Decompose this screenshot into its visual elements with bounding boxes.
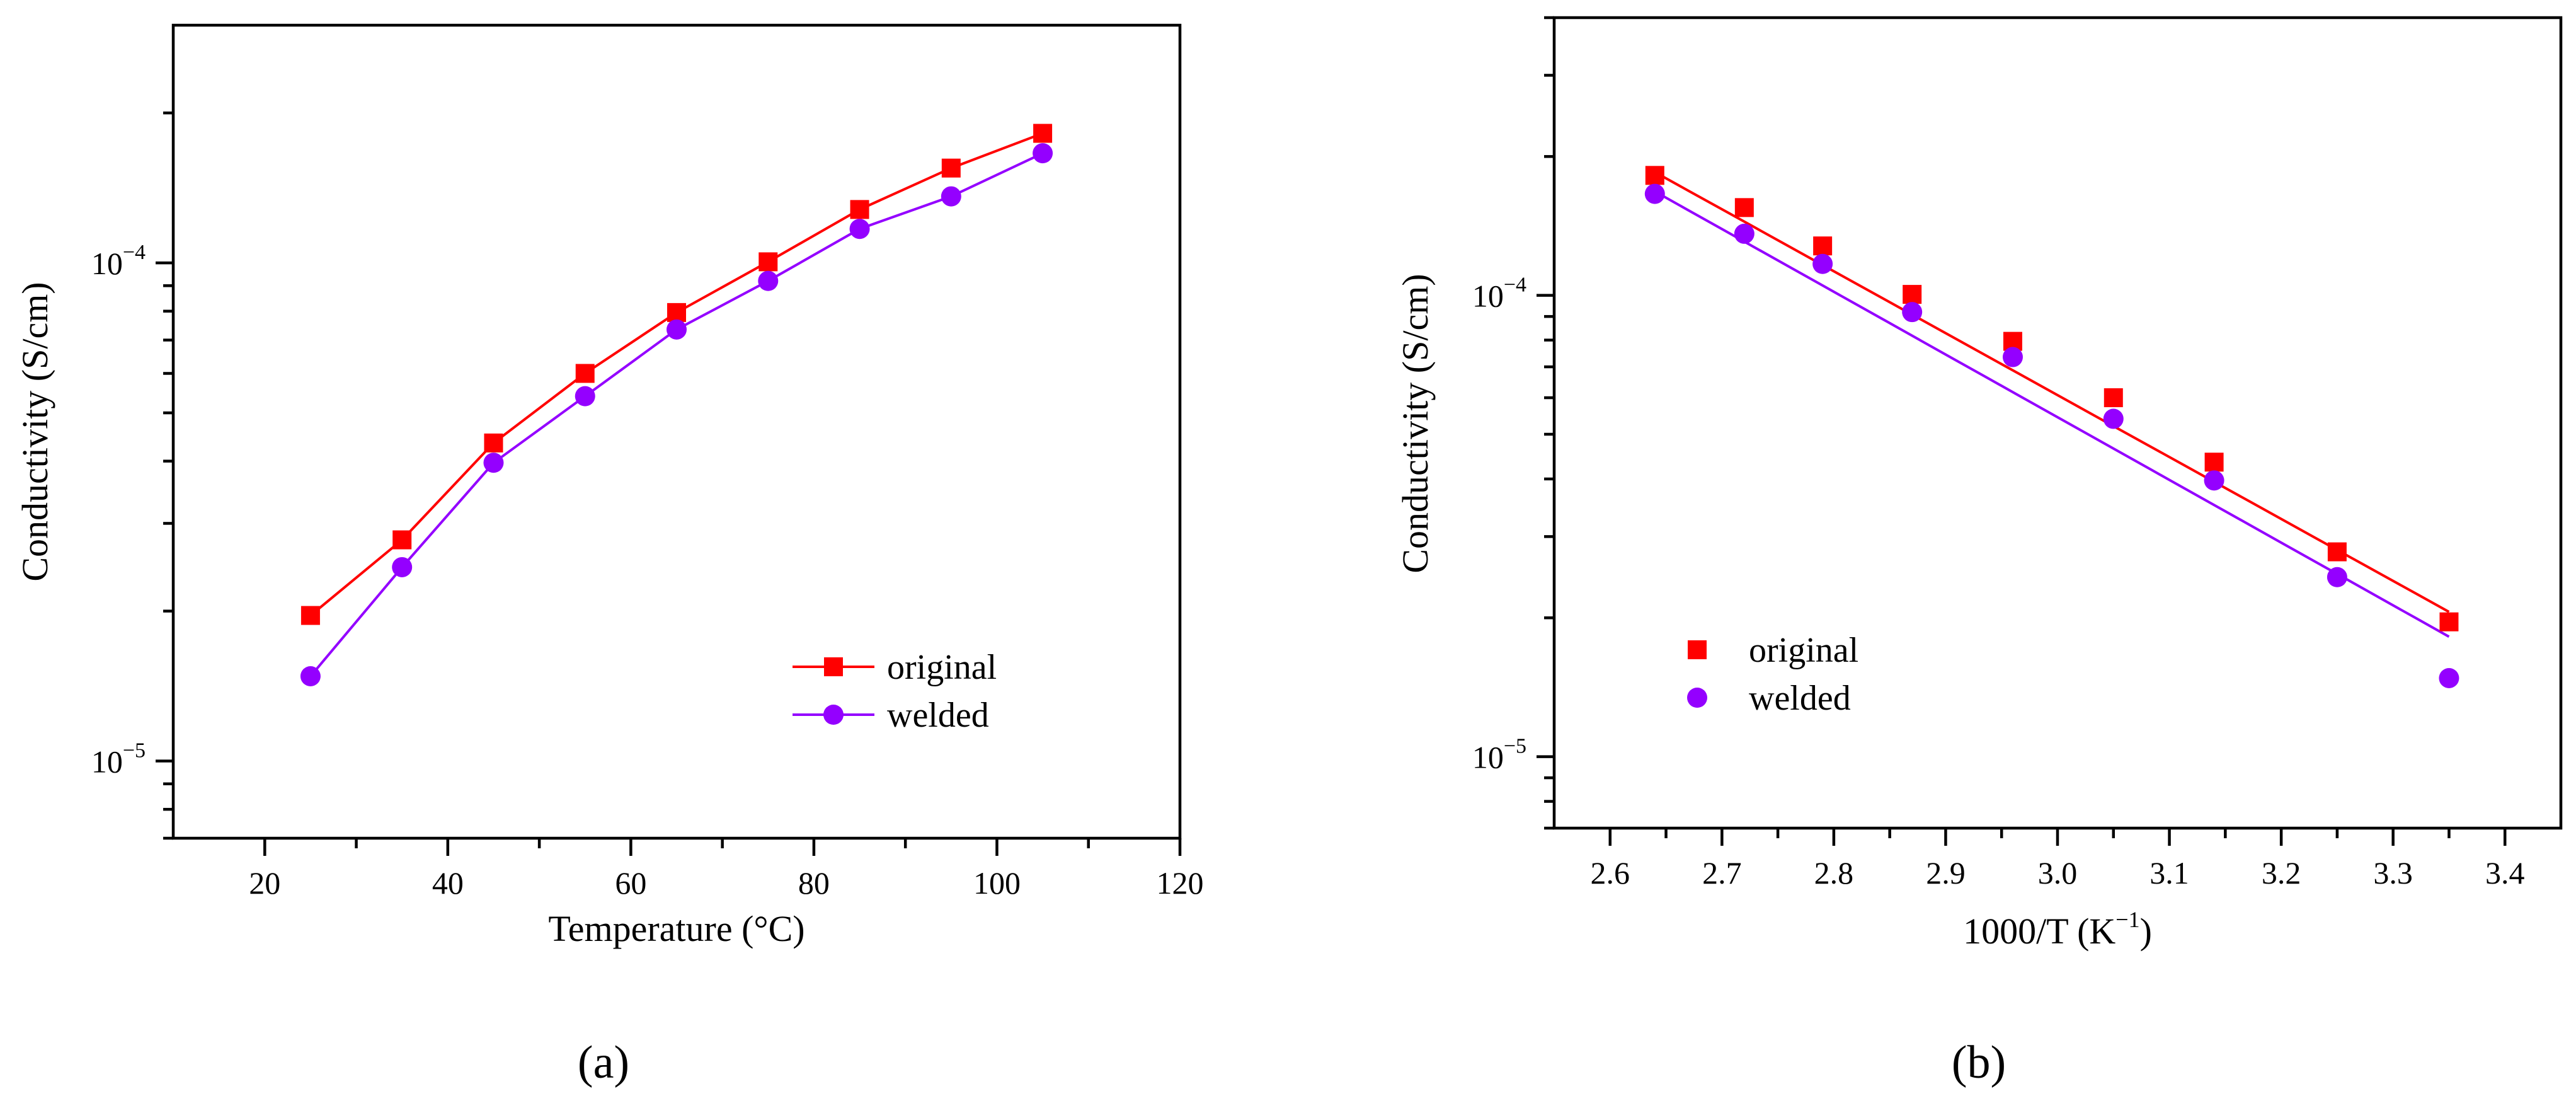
data-point-welded	[2204, 470, 2224, 491]
legend-marker-original-b	[1688, 640, 1707, 659]
data-point-original	[301, 606, 320, 625]
x-tick-label: 80	[798, 865, 830, 901]
panel-label-b: (b)	[1952, 1037, 2006, 1088]
x-axis-label-b-main: 1000/T (K	[1963, 911, 2115, 952]
data-point-original	[2327, 542, 2347, 562]
x-tick-label: 3.1	[2150, 855, 2189, 891]
y-tick-label-exponent: −5	[123, 739, 146, 763]
data-point-welded	[300, 666, 321, 686]
panel-b: 2.6 2.7 2.8 2.9 3.0 3.1 3.2 3.3 3.4 10−510−4 100…	[1395, 16, 2563, 1088]
panel-label-a: (a)	[578, 1037, 629, 1088]
data-point-welded	[2327, 567, 2347, 587]
legend-marker-original-a	[824, 657, 843, 676]
x-tick-label: 2.6	[1591, 855, 1630, 891]
x-tick-label: 120	[1157, 865, 1204, 901]
data-point-welded	[1033, 143, 1053, 164]
x-tick-label: 60	[615, 865, 646, 901]
data-point-welded	[667, 319, 687, 340]
fit-line	[1654, 190, 2450, 638]
y-tick-label: 10−5	[1472, 735, 1526, 775]
data-point-original	[758, 252, 778, 272]
y-tick-label-base: 10	[91, 246, 123, 281]
x-tick-label: 3.0	[2038, 855, 2078, 891]
x-axis-label-a: Temperature (°C)	[548, 908, 804, 949]
x-tick-label: 3.2	[2262, 855, 2301, 891]
data-point-original	[2104, 388, 2123, 408]
x-tick-label: 2.8	[1814, 855, 1854, 891]
data-point-original	[1645, 166, 1664, 185]
y-axis-label-a: Conductivity (S/cm)	[14, 282, 55, 581]
y-tick-label-base: 10	[1472, 279, 1504, 314]
data-point-original	[667, 303, 686, 322]
data-point-welded	[1812, 253, 1833, 274]
y-tick-label-exponent: −5	[1504, 735, 1526, 758]
y-tick-label: 10−4	[1472, 274, 1526, 314]
data-point-original	[2204, 453, 2224, 472]
y-ticks-b: 10−510−4	[1472, 16, 1554, 830]
data-point-welded	[575, 386, 595, 407]
data-point-original	[850, 200, 869, 219]
data-point-original	[575, 364, 595, 383]
x-axis-label-b-end: )	[2140, 911, 2152, 952]
y-tick-label: 10−4	[91, 241, 146, 281]
data-point-welded	[1734, 223, 1755, 244]
plot-frame-b	[1552, 16, 2563, 830]
data-point-original	[2439, 612, 2459, 631]
x-axis-label-b-sup: −1	[2115, 907, 2139, 932]
data-point-original	[941, 158, 961, 178]
fit-line	[1654, 171, 2450, 613]
x-axis-label-b: 1000/T (K−1)	[1963, 907, 2152, 952]
legend-label-original-a: original	[887, 648, 997, 687]
data-point-original	[484, 433, 503, 453]
x-tick-label: 3.4	[2485, 855, 2525, 891]
data-point-original	[1033, 124, 1053, 143]
x-tick-label: 2.7	[1702, 855, 1742, 891]
data-point-welded	[758, 270, 779, 291]
legend-label-welded-b: welded	[1749, 679, 1851, 718]
y-tick-label: 10−5	[91, 739, 146, 780]
data-point-welded	[2103, 408, 2124, 429]
data-point-welded	[941, 186, 961, 207]
data-point-welded	[1902, 302, 1923, 323]
series-b	[1644, 166, 2459, 688]
data-point-welded	[2002, 347, 2023, 367]
series-line-welded	[309, 152, 1043, 678]
y-tick-label-base: 10	[1472, 740, 1504, 775]
y-tick-label-exponent: −4	[123, 241, 146, 264]
fit-lines-b	[1654, 171, 2450, 638]
plot-frame-a	[171, 23, 1182, 840]
panel-a: 20 40 60 80 100 120 10−510−4 Temperature (°C)…	[14, 23, 1204, 1088]
data-point-welded	[849, 219, 870, 239]
legend-label-welded-a: welded	[887, 696, 989, 735]
legend-marker-welded-b	[1687, 688, 1707, 708]
data-point-welded	[392, 556, 413, 577]
series-a	[300, 124, 1053, 686]
x-tick-label: 2.9	[1926, 855, 1966, 891]
data-point-original	[1903, 285, 1922, 304]
data-point-original	[1734, 198, 1754, 217]
y-tick-label-base: 10	[91, 744, 123, 780]
legend-a: original welded	[793, 648, 997, 735]
data-point-welded	[483, 453, 504, 473]
x-tick-label: 3.3	[2373, 855, 2413, 891]
x-tick-label: 100	[973, 865, 1021, 901]
x-ticks-b: 2.6 2.7 2.8 2.9 3.0 3.1 3.2 3.3 3.4	[1591, 828, 2525, 891]
series-line-original	[309, 132, 1043, 617]
legend-b: original welded	[1687, 631, 1858, 718]
legend-label-original-b: original	[1749, 631, 1858, 670]
data-point-original	[392, 530, 412, 550]
y-ticks-a: 10−510−4	[91, 111, 173, 840]
data-point-welded	[1644, 183, 1665, 204]
x-ticks-a: 20 40 60 80 100 120	[249, 838, 1204, 901]
data-point-welded	[2439, 667, 2459, 688]
data-point-original	[1813, 236, 1833, 256]
y-axis-label-b: Conductivity (S/cm)	[1395, 274, 1436, 573]
legend-marker-welded-a	[823, 705, 844, 725]
x-tick-label: 20	[249, 865, 280, 901]
y-tick-label-exponent: −4	[1504, 274, 1526, 297]
x-tick-label: 40	[432, 865, 464, 901]
